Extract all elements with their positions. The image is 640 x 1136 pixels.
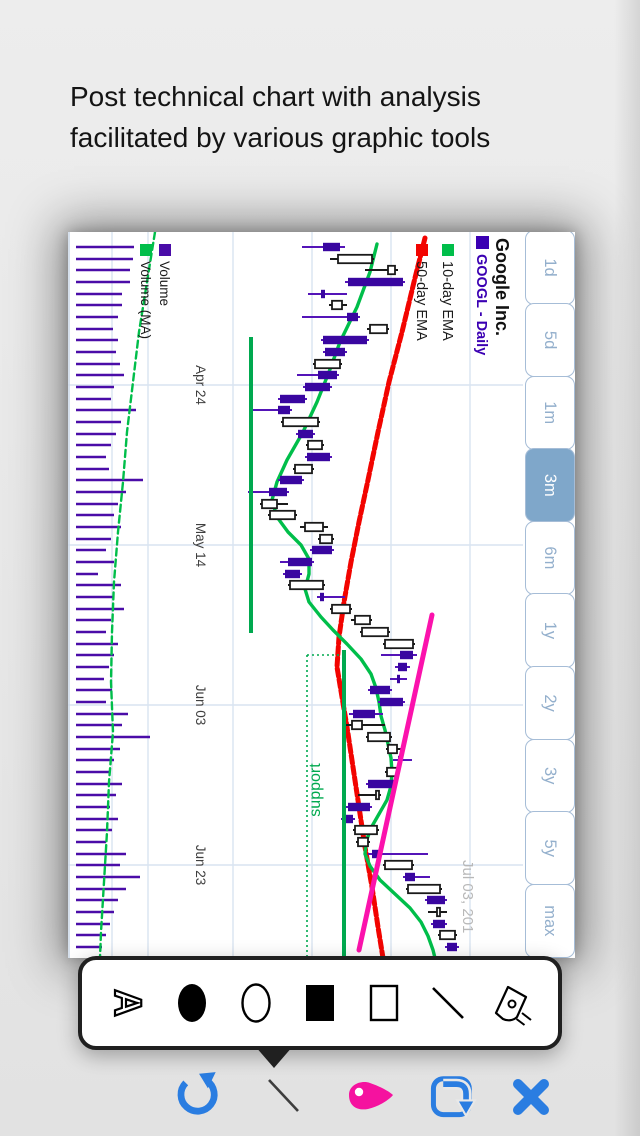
- tab-2y[interactable]: 2y: [525, 665, 575, 741]
- tab-6m[interactable]: 6m: [525, 520, 575, 595]
- symbol-legend-swatch: [476, 236, 489, 249]
- outline-rect-tool-button[interactable]: [361, 980, 407, 1026]
- caption-line2: facilitated by various graphic tools: [70, 122, 491, 153]
- svg-text:50-day EMA: 50-day EMA: [413, 261, 429, 341]
- undo-icon: [177, 1072, 218, 1115]
- rotate-icon: [430, 1076, 477, 1118]
- chart-card: 1d 5d 1m 3m 6m 1y 2y 3y 5y max support Google Inc.…: [68, 232, 575, 958]
- volume-legend-swatch: [159, 244, 171, 256]
- stock-chart[interactable]: support Google Inc.GOOGL - Daily 10-day EM…: [68, 232, 575, 958]
- ema10-legend-swatch: [442, 244, 454, 256]
- selected-line-icon: [268, 1079, 299, 1112]
- tab-1y[interactable]: 1y: [525, 593, 575, 668]
- svg-text:A: A: [106, 989, 148, 1016]
- tab-1m[interactable]: 1m: [525, 375, 575, 450]
- pink-drop-icon: [349, 1082, 393, 1110]
- annotation-magenta-line[interactable]: [356, 612, 435, 953]
- svg-text:Jun 23: Jun 23: [193, 845, 208, 886]
- text-a-icon: A: [105, 988, 149, 1018]
- close-button[interactable]: [508, 1074, 554, 1120]
- outline-ellipse-icon: [241, 983, 271, 1023]
- svg-text:Volume: Volume: [157, 261, 172, 306]
- svg-text:Volume (MA): Volume (MA): [138, 261, 153, 339]
- gridlines: [68, 232, 523, 958]
- x-axis-labels: Apr 24 May 14 Jun 03 Jun 23: [193, 365, 208, 885]
- ema10-line: [270, 242, 437, 958]
- svg-text:GOOGL - Daily: GOOGL - Daily: [473, 254, 489, 355]
- tab-5y[interactable]: 5y: [525, 811, 575, 886]
- volume-bars: [76, 245, 150, 949]
- line-tool-selected-button[interactable]: [262, 1072, 306, 1118]
- volume-legend: Volume Volume (MA): [138, 244, 172, 339]
- svg-text:Google Inc.: Google Inc.: [492, 238, 512, 336]
- chart-title-block: Google Inc.GOOGL - Daily 10-day EMA 50-day…: [413, 236, 512, 355]
- annotation-support-label[interactable]: support: [307, 763, 324, 817]
- volume-ma-line: [98, 232, 157, 958]
- popover-caret: [255, 1046, 293, 1068]
- svg-text:10-day EMA: 10-day EMA: [439, 261, 455, 341]
- pen-tool-button[interactable]: [489, 980, 535, 1026]
- undo-button[interactable]: [172, 1068, 224, 1120]
- pen-nib-icon: [494, 985, 532, 1026]
- ema50-legend-swatch: [416, 244, 428, 256]
- caption-line1: Post technical chart with analysis: [70, 81, 481, 112]
- color-swatch-button[interactable]: [346, 1080, 396, 1112]
- tab-5d[interactable]: 5d: [525, 303, 575, 378]
- annotation-support-box[interactable]: [306, 654, 344, 958]
- svg-text:Jun 03: Jun 03: [193, 685, 208, 726]
- text-tool-button[interactable]: A: [105, 980, 151, 1026]
- tab-3m[interactable]: 3m: [525, 448, 575, 523]
- tab-1d[interactable]: 1d: [525, 232, 575, 305]
- outline-rect-icon: [369, 984, 399, 1022]
- line-tool-button[interactable]: [425, 980, 471, 1026]
- chart-canvas[interactable]: 1d 5d 1m 3m 6m 1y 2y 3y 5y max support Google Inc.…: [68, 232, 575, 958]
- filled-rect-tool-button[interactable]: [297, 980, 343, 1026]
- tab-max[interactable]: max: [525, 883, 575, 958]
- rotate-button[interactable]: [428, 1070, 478, 1120]
- volume-ma-legend-swatch: [140, 244, 152, 256]
- edge-vignette: [614, 0, 640, 1136]
- close-x-icon: [513, 1079, 549, 1115]
- svg-text:May 14: May 14: [193, 523, 208, 568]
- tool-popover: A: [78, 956, 562, 1050]
- line-icon: [432, 987, 464, 1019]
- caption: Post technical chart with analysis facil…: [70, 76, 610, 158]
- filled-ellipse-icon: [178, 984, 206, 1022]
- tab-3y[interactable]: 3y: [525, 738, 575, 813]
- filled-rect-icon: [306, 985, 334, 1021]
- svg-text:Apr 24: Apr 24: [193, 365, 208, 405]
- filled-ellipse-tool-button[interactable]: [169, 980, 215, 1026]
- outline-ellipse-tool-button[interactable]: [233, 980, 279, 1026]
- candles: [248, 242, 459, 952]
- crosshair-date-label: Jul 03, 201: [459, 860, 476, 933]
- period-tabbar: 1d 5d 1m 3m 6m 1y 2y 3y 5y max: [525, 232, 575, 958]
